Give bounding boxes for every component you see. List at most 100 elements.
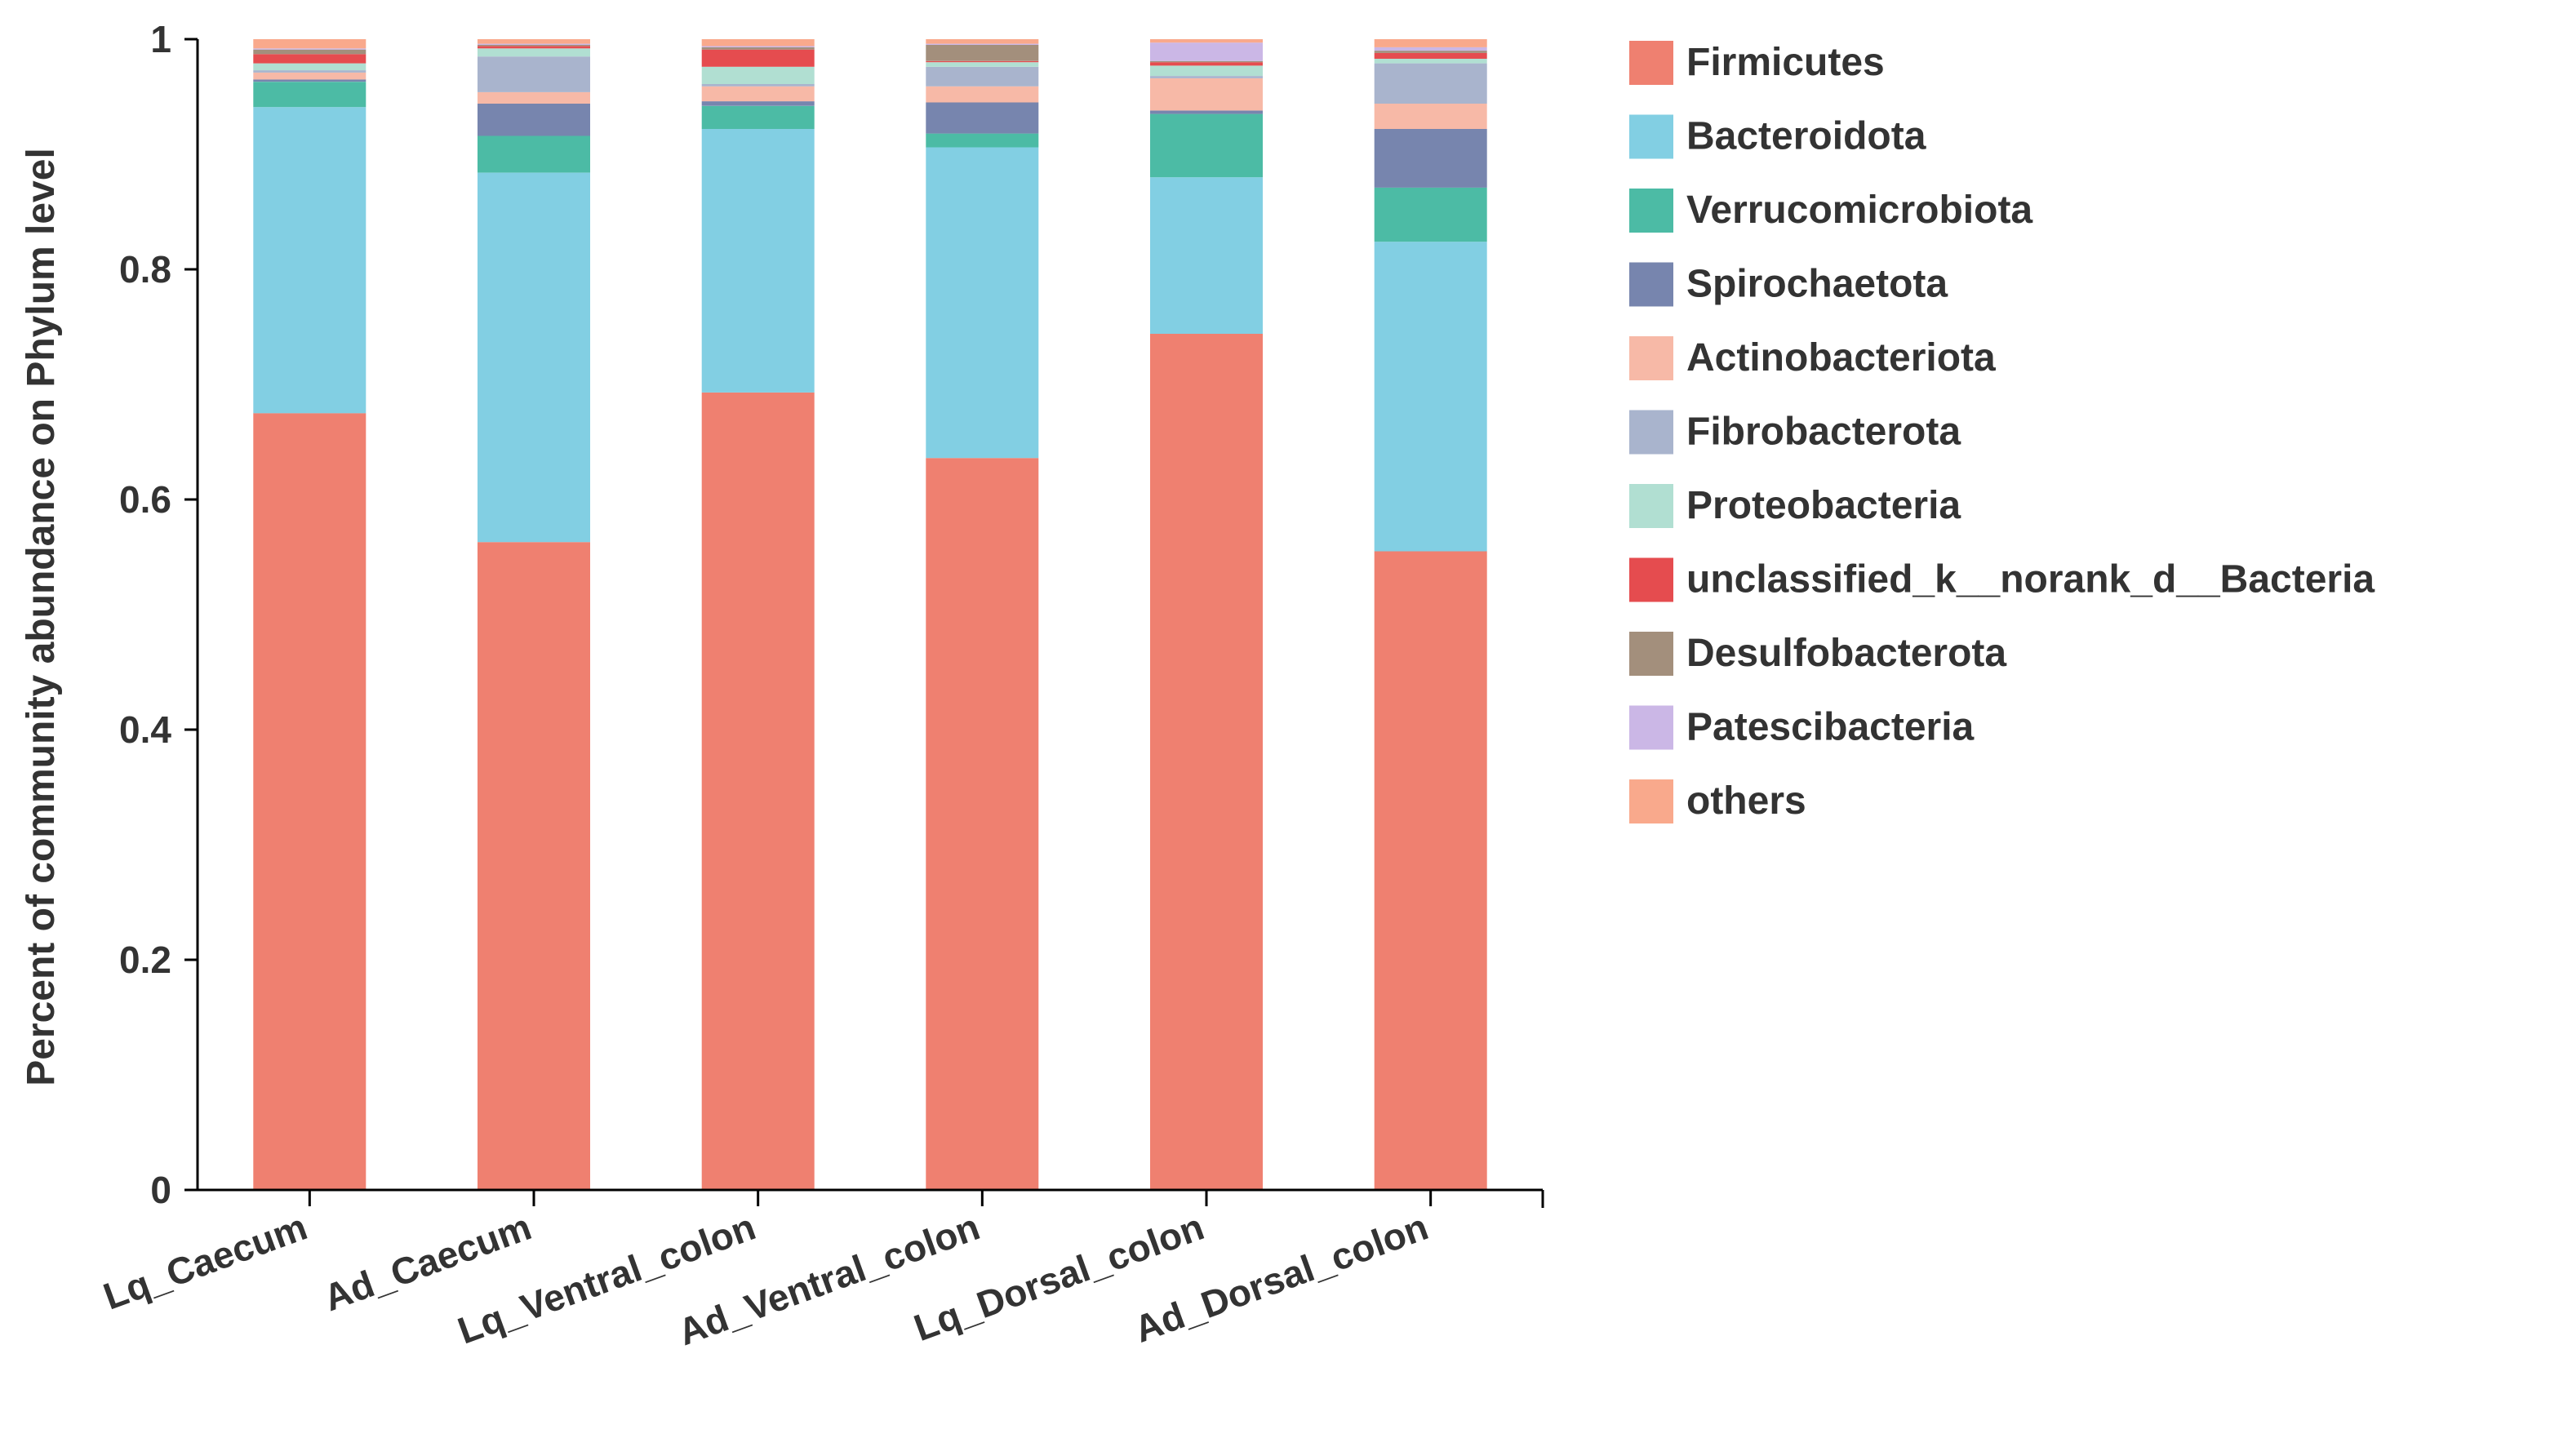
legend-swatch-Firmicutes bbox=[1629, 41, 1673, 85]
bar-segment-Proteobacteria-Lq_Caecum bbox=[253, 63, 367, 71]
bar-segment-unclassified_k__norank_d__Bacteria-Ad_Caecum bbox=[478, 46, 590, 49]
y-axis-label: Percent of community abundance on Phylum… bbox=[20, 148, 63, 1086]
bar-segment-Bacteroidota-Lq_Dorsal_colon bbox=[1150, 177, 1263, 334]
bar-segment-Patescibacteria-Ad_Ventral_colon bbox=[926, 43, 1039, 45]
bar-segment-Fibrobacterota-Lq_Dorsal_colon bbox=[1150, 76, 1263, 78]
legend-label-others: others bbox=[1686, 779, 1806, 823]
plot-area bbox=[253, 39, 1487, 1190]
legend-label-Actinobacteriota: Actinobacteriota bbox=[1686, 336, 1996, 380]
bar-segment-Desulfobacterota-Ad_Dorsal_colon bbox=[1374, 51, 1487, 53]
bar-segment-Spirochaetota-Lq_Ventral_colon bbox=[701, 101, 815, 106]
x-tick-label-Lq_Caecum: Lq_Caecum bbox=[98, 1205, 313, 1318]
bar-segment-others-Lq_Ventral_colon bbox=[701, 39, 815, 47]
legend-swatch-Patescibacteria bbox=[1629, 705, 1673, 750]
y-tick-label: 0.4 bbox=[119, 708, 171, 751]
bar-segment-Actinobacteriota-Lq_Ventral_colon bbox=[701, 86, 815, 102]
bar-segment-Proteobacteria-Ad_Ventral_colon bbox=[926, 62, 1039, 67]
bar-segment-Verrucomicrobiota-Ad_Ventral_colon bbox=[926, 133, 1039, 148]
bar-segment-Firmicutes-Ad_Caecum bbox=[478, 542, 590, 1190]
legend-swatch-unclassified_k__norank_d__Bacteria bbox=[1629, 557, 1673, 602]
bar-segment-Desulfobacterota-Lq_Ventral_colon bbox=[701, 47, 815, 50]
y-axis: 0 0.2 0.4 0.6 0.8 1 bbox=[119, 18, 199, 1211]
legend-label-Firmicutes: Firmicutes bbox=[1686, 41, 1885, 84]
bar-segment-Desulfobacterota-Ad_Caecum bbox=[478, 45, 590, 47]
bar-segment-Bacteroidota-Lq_Caecum bbox=[253, 107, 367, 414]
bar-segment-Spirochaetota-Lq_Dorsal_colon bbox=[1150, 110, 1263, 114]
bar-segment-Verrucomicrobiota-Lq_Dorsal_colon bbox=[1150, 113, 1263, 178]
bar-segment-others-Ad_Ventral_colon bbox=[926, 39, 1039, 44]
y-tick-label: 0.8 bbox=[119, 248, 171, 291]
bar-segment-Bacteroidota-Lq_Ventral_colon bbox=[701, 129, 815, 393]
bar-segment-unclassified_k__norank_d__Bacteria-Lq_Caecum bbox=[253, 54, 367, 64]
bar-segment-unclassified_k__norank_d__Bacteria-Lq_Ventral_colon bbox=[701, 49, 815, 67]
bar-segment-Spirochaetota-Lq_Caecum bbox=[253, 79, 367, 82]
legend-label-Fibrobacterota: Fibrobacterota bbox=[1686, 411, 1961, 454]
bar-segment-Actinobacteriota-Lq_Dorsal_colon bbox=[1150, 78, 1263, 111]
bar-segment-Desulfobacterota-Lq_Dorsal_colon bbox=[1150, 60, 1263, 63]
legend-swatch-Desulfobacterota bbox=[1629, 632, 1673, 676]
bar-segment-Proteobacteria-Ad_Caecum bbox=[478, 48, 590, 57]
bar-segment-Verrucomicrobiota-Ad_Dorsal_colon bbox=[1374, 187, 1487, 242]
bar-segment-Fibrobacterota-Ad_Ventral_colon bbox=[926, 66, 1039, 87]
legend-label-Verrucomicrobiota: Verrucomicrobiota bbox=[1686, 189, 2032, 232]
bar-segment-others-Ad_Caecum bbox=[478, 39, 590, 44]
legend-swatch-Proteobacteria bbox=[1629, 484, 1673, 528]
bar-segment-Firmicutes-Ad_Ventral_colon bbox=[926, 458, 1039, 1190]
bar-segment-Actinobacteriota-Ad_Dorsal_colon bbox=[1374, 104, 1487, 129]
bar-segment-Fibrobacterota-Ad_Caecum bbox=[478, 56, 590, 92]
bar-segment-Spirochaetota-Ad_Caecum bbox=[478, 104, 590, 136]
x-axis: Lq_Caecum Ad_CaecumLq_Ventral_colonAd_Ven… bbox=[98, 1188, 1544, 1353]
bar-segment-Patescibacteria-Lq_Caecum bbox=[253, 48, 367, 50]
bar-segment-Desulfobacterota-Ad_Ventral_colon bbox=[926, 45, 1039, 61]
legend-swatch-Fibrobacterota bbox=[1629, 410, 1673, 455]
bar-segment-Patescibacteria-Ad_Caecum bbox=[478, 43, 590, 45]
bar-segment-unclassified_k__norank_d__Bacteria-Ad_Dorsal_colon bbox=[1374, 52, 1487, 59]
y-tick-label: 0.2 bbox=[119, 939, 171, 981]
legend-swatch-Bacteroidota bbox=[1629, 114, 1673, 159]
bar-segment-Bacteroidota-Ad_Ventral_colon bbox=[926, 147, 1039, 459]
bar-segment-Actinobacteriota-Ad_Ventral_colon bbox=[926, 86, 1039, 103]
bar-segment-Verrucomicrobiota-Lq_Caecum bbox=[253, 82, 367, 108]
bar-segment-others-Lq_Dorsal_colon bbox=[1150, 39, 1263, 43]
y-tick-label: 1 bbox=[150, 18, 171, 60]
bar-segment-Spirochaetota-Ad_Dorsal_colon bbox=[1374, 129, 1487, 188]
bar-segment-others-Ad_Dorsal_colon bbox=[1374, 39, 1487, 47]
bar-segment-Proteobacteria-Ad_Dorsal_colon bbox=[1374, 59, 1487, 64]
bar-segment-Firmicutes-Lq_Ventral_colon bbox=[701, 392, 815, 1190]
bar-segment-Firmicutes-Lq_Dorsal_colon bbox=[1150, 334, 1263, 1190]
bar-segment-Firmicutes-Ad_Dorsal_colon bbox=[1374, 551, 1487, 1190]
bar-segment-Actinobacteriota-Ad_Caecum bbox=[478, 91, 590, 104]
legend-label-Spirochaetota: Spirochaetota bbox=[1686, 263, 1948, 306]
bar-segment-Bacteroidota-Ad_Caecum bbox=[478, 172, 590, 543]
bar-segment-Fibrobacterota-Lq_Ventral_colon bbox=[701, 84, 815, 87]
bar-segment-Verrucomicrobiota-Lq_Ventral_colon bbox=[701, 105, 815, 129]
legend-swatch-others bbox=[1629, 779, 1673, 823]
bar-segment-Verrucomicrobiota-Ad_Caecum bbox=[478, 135, 590, 173]
legend-swatch-Spirochaetota bbox=[1629, 262, 1673, 307]
bar-segment-Patescibacteria-Lq_Dorsal_colon bbox=[1150, 42, 1263, 61]
bar-segment-Firmicutes-Lq_Caecum bbox=[253, 413, 367, 1190]
legend-label-unclassified_k__norank_d__Bacteria: unclassified_k__norank_d__Bacteria bbox=[1686, 558, 2375, 601]
legend-swatch-Verrucomicrobiota bbox=[1629, 189, 1673, 233]
bar-segment-Actinobacteriota-Lq_Caecum bbox=[253, 72, 367, 80]
bar-segment-others-Lq_Caecum bbox=[253, 39, 367, 49]
legend-swatch-Actinobacteriota bbox=[1629, 336, 1673, 380]
legend-label-Proteobacteria: Proteobacteria bbox=[1686, 484, 1961, 527]
bar-segment-unclassified_k__norank_d__Bacteria-Ad_Ventral_colon bbox=[926, 60, 1039, 63]
bar-segment-Fibrobacterota-Ad_Dorsal_colon bbox=[1374, 63, 1487, 104]
bar-segment-Fibrobacterota-Lq_Caecum bbox=[253, 70, 367, 73]
legend-label-Desulfobacterota: Desulfobacterota bbox=[1686, 632, 2006, 675]
bar-segment-Spirochaetota-Ad_Ventral_colon bbox=[926, 102, 1039, 134]
bar-segment-Proteobacteria-Lq_Dorsal_colon bbox=[1150, 65, 1263, 77]
bar-segment-Bacteroidota-Ad_Dorsal_colon bbox=[1374, 242, 1487, 552]
bar-segment-unclassified_k__norank_d__Bacteria-Lq_Dorsal_colon bbox=[1150, 62, 1263, 66]
legend: Firmicutes Bacteroidota Verrucomicrobiota S… bbox=[1629, 41, 2375, 823]
legend-label-Bacteroidota: Bacteroidota bbox=[1686, 115, 1926, 158]
bar-segment-Proteobacteria-Lq_Ventral_colon bbox=[701, 66, 815, 84]
legend-label-Patescibacteria: Patescibacteria bbox=[1686, 706, 1975, 749]
bar-segment-Desulfobacterota-Lq_Caecum bbox=[253, 49, 367, 55]
y-tick-label: 0.6 bbox=[119, 478, 171, 521]
bar-segment-Patescibacteria-Ad_Dorsal_colon bbox=[1374, 47, 1487, 51]
y-tick-label: 0 bbox=[150, 1169, 171, 1211]
